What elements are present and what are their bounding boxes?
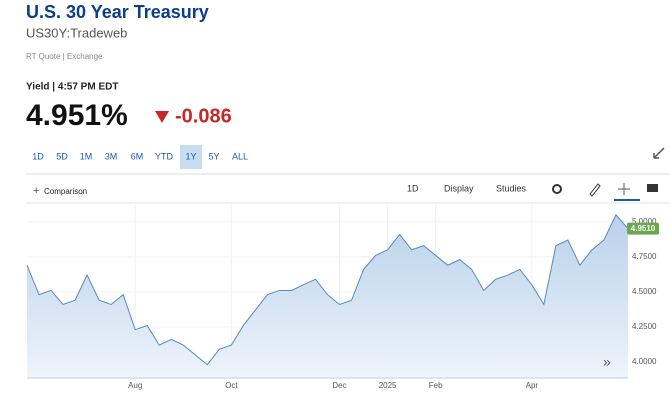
range-tab[interactable]: 5Y: [208, 151, 219, 161]
symbol: US30Y:Tradeweb: [26, 25, 127, 40]
range-tab[interactable]: 1Y: [185, 151, 196, 161]
change: -0.086: [175, 105, 232, 127]
y-tick-label: 5.0000: [632, 217, 657, 226]
x-tick-label: Aug: [128, 381, 142, 390]
scroll-button[interactable]: »: [603, 354, 611, 370]
quote-time: Yield | 4:57 PM EDT: [26, 82, 118, 93]
range-tab[interactable]: YTD: [155, 151, 174, 161]
quote-source: RT Quote | Exchange: [26, 52, 103, 61]
x-tick-label: 2025: [379, 381, 397, 390]
settings-icon[interactable]: [552, 184, 562, 194]
range-tab[interactable]: 1M: [80, 151, 93, 161]
plus-icon[interactable]: +: [33, 185, 39, 197]
range-tab[interactable]: 3M: [105, 151, 118, 161]
range-tab[interactable]: 1D: [32, 151, 44, 161]
price: 4.951%: [26, 99, 128, 132]
x-tick-label: Oct: [225, 381, 238, 390]
y-tick-label: 4.7500: [632, 252, 657, 261]
last-value-label: 4.9510: [631, 224, 656, 233]
comment-icon[interactable]: [647, 184, 658, 192]
y-tick-label: 4.2500: [632, 322, 657, 331]
area: [27, 214, 628, 378]
title: U.S. 30 Year Treasury: [26, 2, 209, 22]
expand-icon[interactable]: [653, 147, 665, 159]
interval-button[interactable]: 1D: [407, 183, 419, 193]
range-tabs: 1D 5D 1M 3M 6M YTD 1Y 5Y ALL: [32, 145, 248, 169]
comparison-button[interactable]: Comparison: [44, 187, 87, 196]
studies-button[interactable]: Studies: [496, 183, 527, 193]
range-tab[interactable]: 6M: [131, 151, 144, 161]
last-value-badge: [627, 222, 659, 235]
x-tick-label: Feb: [429, 381, 443, 390]
y-tick-label: 4.5000: [632, 287, 657, 296]
x-tick-label: Dec: [332, 381, 346, 390]
draw-icon[interactable]: [589, 183, 601, 197]
down-arrow: [155, 111, 169, 123]
range-tab[interactable]: 5D: [56, 151, 68, 161]
range-tab[interactable]: ALL: [232, 151, 248, 161]
crosshair-icon[interactable]: [618, 183, 630, 195]
display-button[interactable]: Display: [444, 183, 474, 193]
selected-tab: [180, 145, 202, 169]
line: [26, 213, 629, 366]
y-tick-label: 4.0000: [632, 357, 657, 366]
plot: Aug Oct Dec 2025 Feb Apr 4.0000 4.2500 4.5000 4.7…: [26, 205, 659, 390]
x-tick-label: Apr: [526, 381, 539, 390]
